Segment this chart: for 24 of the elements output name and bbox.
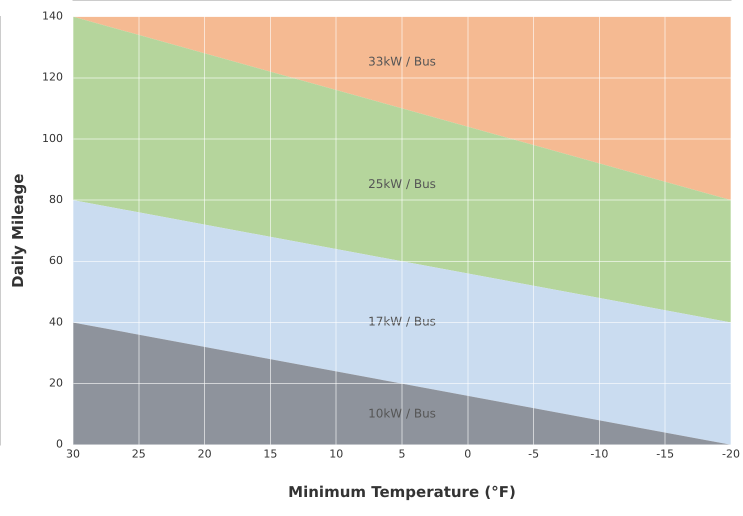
x-tick-label: 20	[198, 447, 212, 460]
y-tick-label: 120	[42, 70, 63, 84]
x-axis-title: Minimum Temperature (°F)	[288, 482, 516, 501]
y-tick-label: 100	[42, 132, 63, 145]
x-tick-label: -20	[722, 447, 740, 460]
y-tick-label: 80	[48, 192, 63, 206]
x-tick-label: -15	[656, 447, 674, 460]
x-tick-label: 5	[398, 447, 406, 460]
x-tick-label: 0	[464, 447, 472, 460]
series-label: 33kW / Bus	[368, 54, 436, 69]
series-label: 25kW / Bus	[368, 176, 436, 191]
y-axis-title: Daily Mileage	[8, 174, 27, 288]
x-tick-label: 25	[132, 447, 146, 460]
x-tick-label: 15	[263, 447, 278, 460]
y-tick-label: 0	[56, 438, 63, 451]
y-tick-label: 40	[48, 315, 63, 328]
x-tick-label: 10	[329, 447, 344, 460]
y-tick-label: 140	[42, 9, 63, 22]
series-label: 17kW / Bus	[368, 314, 436, 329]
y-tick-label: 60	[48, 254, 63, 268]
x-tick-label: 30	[66, 447, 80, 460]
y-tick-label: 20	[48, 376, 63, 390]
x-tick-label: -10	[590, 447, 608, 460]
x-tick-label: -5	[528, 447, 540, 460]
